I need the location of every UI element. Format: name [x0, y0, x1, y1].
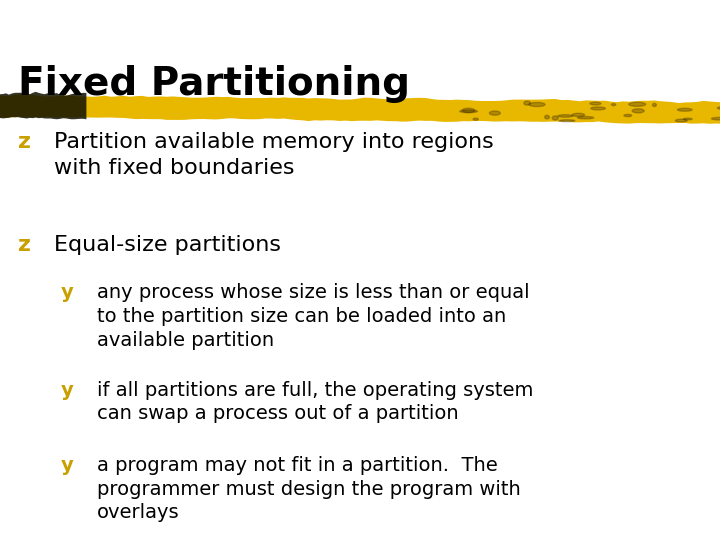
Ellipse shape	[611, 104, 616, 106]
Ellipse shape	[473, 118, 478, 120]
Ellipse shape	[577, 117, 594, 119]
Ellipse shape	[683, 118, 692, 120]
Ellipse shape	[490, 111, 500, 115]
Text: Partition available memory into regions
with fixed boundaries: Partition available memory into regions …	[54, 132, 494, 178]
Ellipse shape	[711, 117, 720, 120]
Text: Equal-size partitions: Equal-size partitions	[54, 235, 281, 255]
Ellipse shape	[629, 102, 646, 106]
Ellipse shape	[545, 116, 549, 119]
Ellipse shape	[524, 101, 531, 105]
Text: if all partitions are full, the operating system
can swap a process out of a par: if all partitions are full, the operatin…	[97, 381, 534, 423]
Text: any process whose size is less than or equal
to the partition size can be loaded: any process whose size is less than or e…	[97, 284, 530, 349]
Polygon shape	[0, 94, 720, 124]
Polygon shape	[0, 92, 86, 119]
Ellipse shape	[572, 113, 585, 117]
Ellipse shape	[462, 108, 475, 112]
Ellipse shape	[559, 120, 575, 122]
Ellipse shape	[717, 106, 720, 110]
Ellipse shape	[652, 103, 657, 106]
Text: z: z	[18, 235, 31, 255]
Text: Fixed Partitioning: Fixed Partitioning	[18, 65, 410, 103]
Ellipse shape	[591, 107, 606, 110]
Text: z: z	[18, 132, 31, 152]
Ellipse shape	[675, 119, 687, 122]
Ellipse shape	[632, 109, 644, 113]
Ellipse shape	[529, 103, 545, 106]
Ellipse shape	[590, 102, 601, 105]
Text: y: y	[61, 381, 74, 400]
Ellipse shape	[552, 116, 558, 120]
Text: a program may not fit in a partition.  The
programmer must design the program wi: a program may not fit in a partition. Th…	[97, 456, 521, 522]
Text: y: y	[61, 456, 74, 475]
Text: y: y	[61, 284, 74, 302]
Ellipse shape	[624, 114, 631, 117]
Ellipse shape	[460, 110, 477, 113]
Ellipse shape	[678, 109, 692, 111]
Ellipse shape	[558, 114, 573, 117]
